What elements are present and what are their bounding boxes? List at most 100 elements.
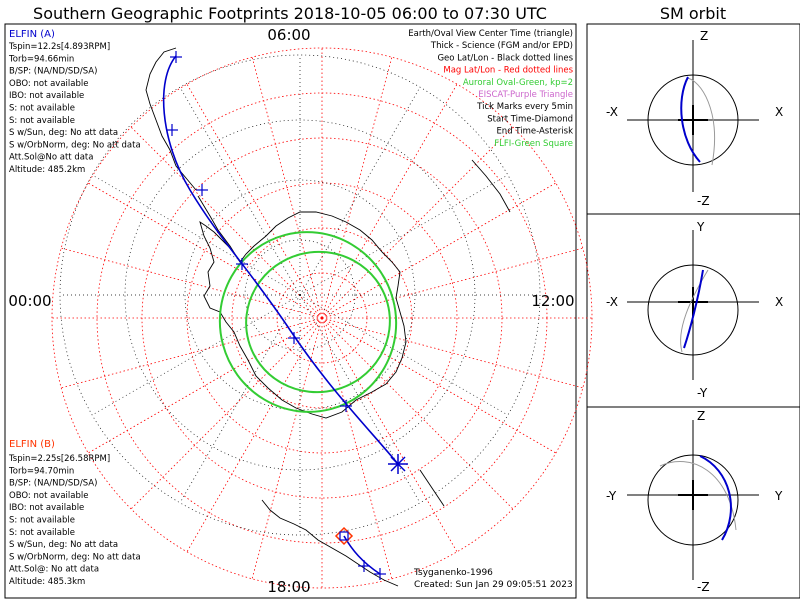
legend-item: End Time-Asterisk bbox=[496, 127, 573, 137]
africa-coast bbox=[471, 159, 511, 213]
clock-label-top: 06:00 bbox=[267, 26, 310, 44]
grid-radial bbox=[130, 126, 323, 319]
axis-label-top: Y bbox=[696, 220, 705, 234]
elfin-b-line: S w/OrbNorm, deg: No att data bbox=[9, 552, 141, 562]
elfin-b-info: ELFIN (B) Tspin=2.25s[26.58RPM] Torb=94.7… bbox=[8, 439, 141, 587]
legend-item: Mag Lat/Lon - Red dotted lines bbox=[443, 66, 573, 76]
axis-label-top: Z bbox=[700, 29, 708, 43]
grid-radial bbox=[299, 86, 421, 296]
legend-item: Tick Marks every 5min bbox=[476, 102, 573, 112]
elfin-b-square bbox=[339, 531, 349, 541]
clock-label-left: 00:00 bbox=[8, 292, 51, 310]
elfin-a-line: Tspin=12.2s[4.893RPM] bbox=[8, 42, 110, 52]
axis-label-top: Z bbox=[697, 409, 705, 423]
grid-radial bbox=[251, 57, 323, 319]
elfin-a-line: B/SP: (NA/ND/SD/SA) bbox=[9, 67, 97, 77]
axis-label-left: -X bbox=[606, 105, 618, 119]
elfin-a-line: Altitude: 485.2km bbox=[9, 165, 85, 175]
axis-label-bottom: -Z bbox=[697, 580, 710, 594]
elfin-a-line: Att.Sol@No att data bbox=[9, 153, 93, 163]
grid-radial bbox=[299, 294, 509, 416]
grid-radial bbox=[321, 317, 557, 454]
elfin-a-start-marker bbox=[170, 51, 182, 63]
grid-radial bbox=[251, 317, 323, 579]
grid-radial bbox=[186, 83, 323, 319]
polar-map: 06:00 00:00 12:00 18:00 bbox=[8, 26, 593, 596]
grid-radial bbox=[321, 317, 514, 510]
grid-radial bbox=[321, 317, 393, 579]
grid-radial bbox=[321, 317, 458, 553]
axis-label-bottom: -Z bbox=[697, 194, 710, 208]
axis-label-left: -Y bbox=[606, 489, 617, 503]
elfin-b-line: Att.Sol@: No att data bbox=[9, 565, 99, 575]
sm-orbit-title: SM orbit bbox=[660, 4, 726, 23]
elfin-b-line: S: not available bbox=[9, 528, 75, 538]
elfin-a-end-asterisk bbox=[388, 454, 408, 474]
axis-label-left: -X bbox=[606, 295, 618, 309]
elfin-b-track bbox=[334, 526, 386, 580]
grid-radial bbox=[299, 294, 421, 504]
grid-radial bbox=[321, 57, 393, 319]
antarctic-peninsula bbox=[197, 195, 241, 263]
mag-lat-lon-grid bbox=[51, 47, 593, 589]
sm-panel-yz: Z -Z -Y Y bbox=[606, 409, 783, 594]
model-label: Tsyganenko-1996 bbox=[413, 568, 493, 578]
australia-coast bbox=[261, 499, 399, 587]
legend-item: FLFI-Green Square bbox=[494, 139, 573, 149]
grid-radial bbox=[299, 174, 509, 296]
elfin-b-line: S w/Sun, deg: No att data bbox=[9, 540, 118, 550]
grid-radial bbox=[61, 247, 323, 319]
grid-radial bbox=[179, 294, 301, 504]
elfin-b-line: Altitude: 485.3km bbox=[9, 577, 85, 587]
axis-label-right: X bbox=[775, 295, 783, 309]
legend-item: EISCAT-Purple Triangle bbox=[478, 90, 573, 100]
legend-item: Start Time-Diamond bbox=[487, 114, 573, 124]
elfin-a-line: Torb=94.66min bbox=[8, 54, 74, 64]
grid-radial bbox=[321, 317, 583, 389]
legend: Earth/Oval View Center Time (triangle) Th… bbox=[408, 29, 573, 149]
grid-radial bbox=[186, 317, 323, 553]
auroral-oval bbox=[218, 231, 398, 413]
elfin-a-line: IBO: not available bbox=[9, 91, 84, 101]
grid-radial bbox=[91, 294, 301, 416]
grid-radial bbox=[91, 174, 301, 296]
elfin-b-line: Tspin=2.25s[26.58RPM] bbox=[8, 454, 110, 464]
elfin-b-line: B/SP: (NA/ND/SD/SA) bbox=[9, 479, 97, 489]
sm-panel-xy: Y -Y -X X bbox=[606, 220, 783, 400]
created-label: Created: Sun Jan 29 09:05:51 2023 bbox=[414, 580, 573, 590]
polar-plot-frame bbox=[4, 23, 577, 599]
elfin-a-line: S w/Sun, deg: No att data bbox=[9, 128, 118, 138]
elfin-a-line: S w/OrbNorm, deg: No att data bbox=[9, 140, 141, 150]
sm-panel-yz-frame bbox=[586, 406, 800, 599]
grid-radial bbox=[179, 86, 301, 296]
axis-label-right: X bbox=[775, 105, 783, 119]
figure-title: Southern Geographic Footprints 2018-10-0… bbox=[33, 4, 547, 23]
grid-radial bbox=[321, 83, 458, 319]
grid-radial bbox=[87, 317, 323, 454]
elfin-a-track bbox=[162, 51, 408, 474]
elfin-a-line: S: not available bbox=[9, 116, 75, 126]
legend-item: Earth/Oval View Center Time (triangle) bbox=[408, 29, 573, 39]
elfin-a-tick-marks bbox=[166, 124, 352, 412]
coastlines bbox=[145, 47, 511, 587]
legend-item: Auroral Oval-Green, kp=2 bbox=[463, 78, 573, 88]
elfin-b-line: Torb=94.70min bbox=[8, 466, 74, 476]
geo-lat-lon-grid bbox=[59, 54, 541, 536]
grid-radial bbox=[87, 182, 323, 319]
axis-label-right: Y bbox=[774, 489, 783, 503]
new-zealand-coast bbox=[419, 469, 445, 507]
legend-item: Geo Lat/Lon - Black dotted lines bbox=[437, 53, 573, 63]
legend-item: Thick - Science (FGM and/or EPD) bbox=[430, 41, 573, 51]
elfin-b-start-diamond bbox=[334, 526, 354, 546]
elfin-b-line: OBO: not available bbox=[9, 491, 88, 501]
elfin-a-line: S: not available bbox=[9, 104, 75, 114]
clock-label-bottom: 18:00 bbox=[267, 578, 310, 596]
clock-label-right: 12:00 bbox=[531, 292, 574, 310]
elfin-a-name: ELFIN (A) bbox=[9, 29, 55, 40]
elfin-b-name: ELFIN (B) bbox=[9, 439, 55, 450]
elfin-a-line: OBO: not available bbox=[9, 79, 88, 89]
elfin-a-info: ELFIN (A) Tspin=12.2s[4.893RPM] Torb=94.6… bbox=[8, 29, 141, 175]
grid-radial bbox=[130, 317, 323, 510]
elfin-b-line: IBO: not available bbox=[9, 503, 84, 513]
